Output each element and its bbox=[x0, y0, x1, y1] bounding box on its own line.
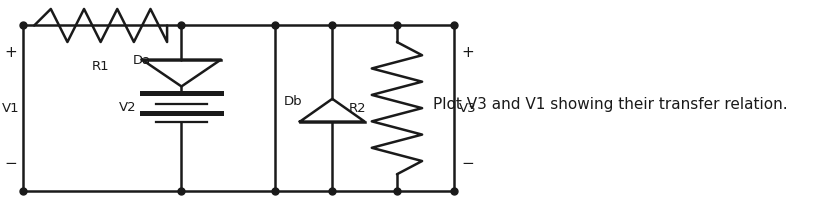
Text: R2: R2 bbox=[349, 102, 366, 115]
Text: V3: V3 bbox=[459, 102, 476, 115]
Text: Db: Db bbox=[283, 95, 302, 108]
Text: −: − bbox=[4, 156, 17, 171]
Text: +: + bbox=[461, 45, 474, 60]
Text: V1: V1 bbox=[2, 102, 20, 115]
Text: −: − bbox=[461, 156, 474, 171]
Text: Plot V3 and V1 showing their transfer relation.: Plot V3 and V1 showing their transfer re… bbox=[433, 97, 787, 111]
Text: R1: R1 bbox=[92, 60, 109, 73]
Text: +: + bbox=[4, 45, 17, 60]
Text: Da: Da bbox=[133, 54, 151, 67]
Text: V2: V2 bbox=[119, 101, 136, 114]
